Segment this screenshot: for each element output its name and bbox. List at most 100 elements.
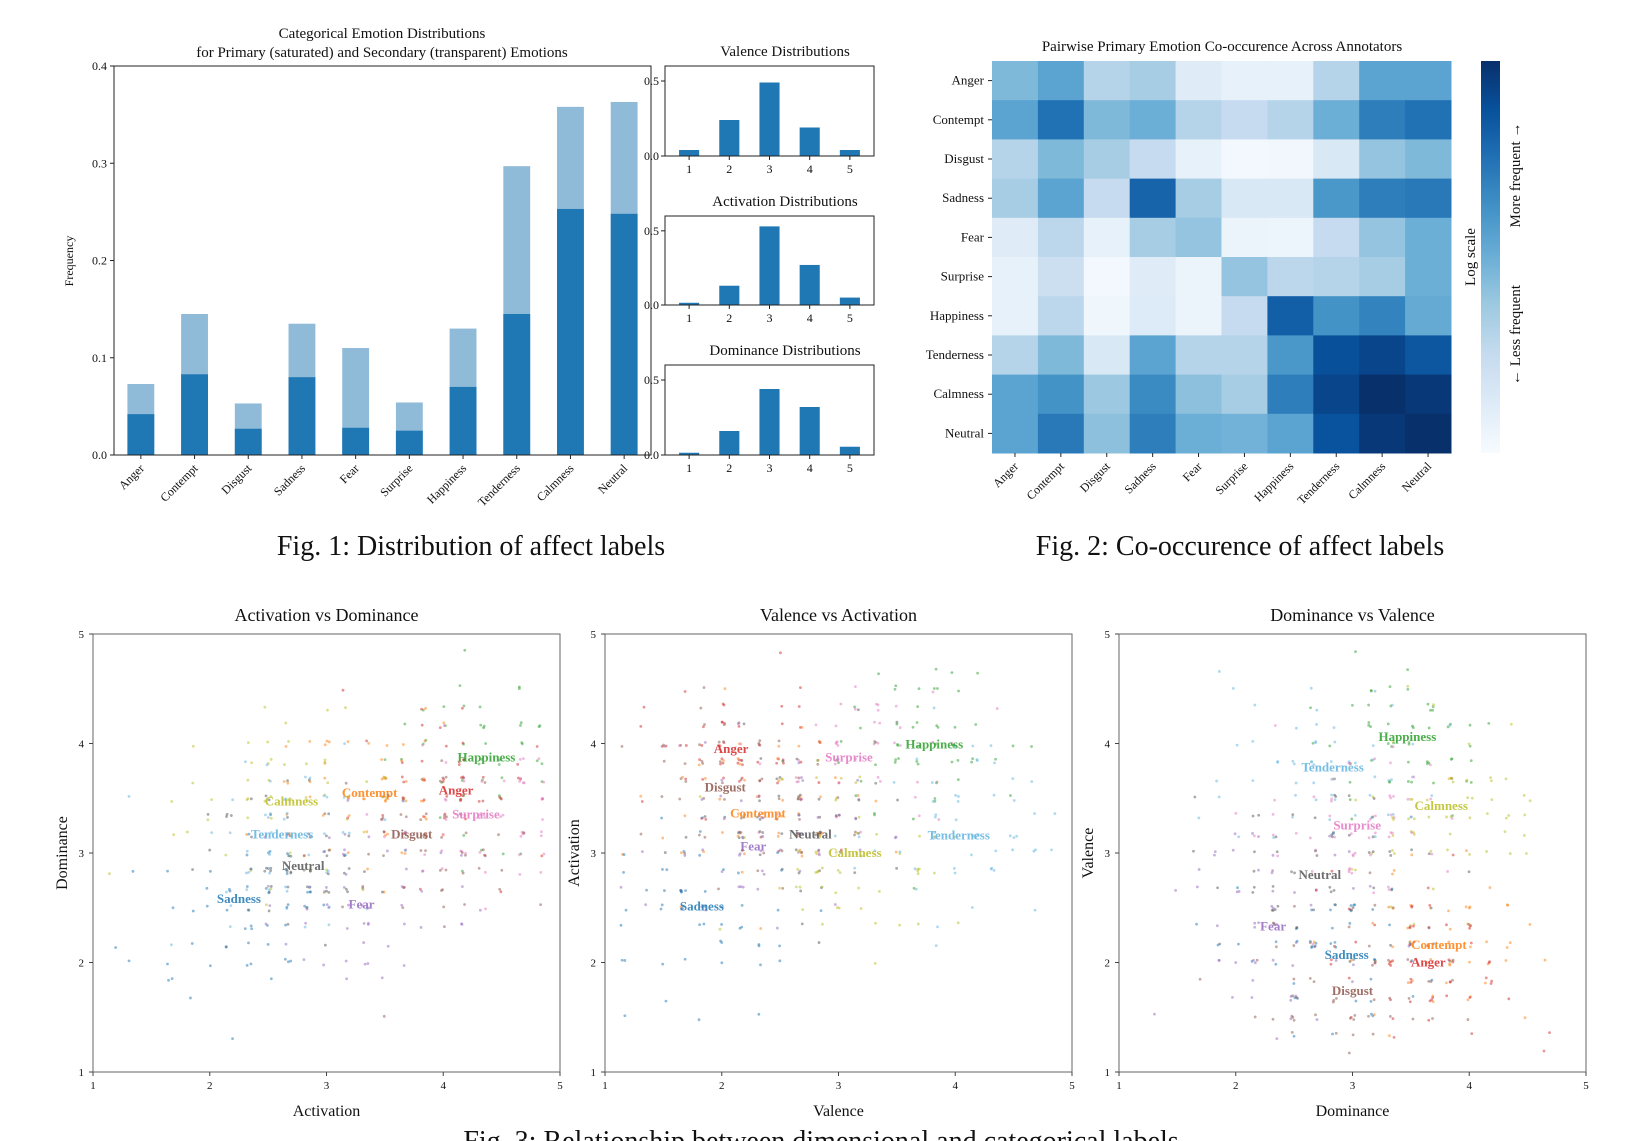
point-tenderness (989, 744, 993, 748)
point-calmness (1446, 848, 1449, 852)
point-tenderness (1328, 818, 1332, 822)
cluster-label-fear: Fear (740, 838, 766, 853)
heatmap-cell-tenderness-contempt (1037, 335, 1085, 376)
row-label: Neutral (945, 425, 984, 440)
point-fear (1217, 958, 1221, 962)
point-fear (1275, 1037, 1279, 1041)
point-surprise (950, 741, 954, 745)
heatmap-cell-contempt-surprise (1221, 100, 1268, 140)
point-disgust (443, 925, 446, 929)
point-surprise (522, 781, 526, 785)
point-sadness (619, 923, 623, 927)
point-fear (704, 908, 708, 912)
point-calmness (918, 834, 921, 838)
point-neutral (759, 757, 763, 760)
point-sadness (736, 831, 740, 835)
point-contempt (777, 779, 781, 783)
point-anger (1445, 923, 1448, 927)
cluster-label-happiness: Happiness (1378, 729, 1436, 744)
chart-title: Categorical Emotion Distributions (279, 26, 486, 42)
point-anger (1391, 959, 1395, 963)
point-fear (801, 779, 805, 782)
point-tenderness (323, 832, 326, 836)
cluster-label-calmness: Calmness (265, 794, 318, 809)
point-calmness (1407, 817, 1410, 821)
point-anger (1391, 1017, 1395, 1021)
point-neutral (1467, 870, 1471, 874)
point-tenderness (1251, 739, 1255, 743)
heatmap-cell-disgust-surprise (1221, 139, 1268, 180)
point-anger (444, 744, 448, 748)
point-happiness (1009, 794, 1012, 797)
point-disgust (799, 797, 803, 801)
point-anger (1408, 926, 1412, 930)
heatmap-cell-calmness-sadness (1129, 374, 1177, 415)
y-tick-label: 0.5 (644, 74, 659, 88)
point-calmness (1447, 777, 1451, 781)
point-contempt (365, 830, 369, 834)
point-sadness (683, 957, 687, 961)
point-calmness (304, 762, 308, 766)
point-disgust (1353, 1014, 1357, 1017)
point-calmness (287, 739, 290, 743)
point-calmness (916, 872, 920, 876)
point-calmness (875, 832, 878, 836)
row-label: Contempt (933, 112, 985, 127)
point-contempt (738, 762, 742, 766)
point-tenderness (1217, 795, 1221, 799)
point-sadness (250, 927, 254, 931)
point-tenderness (934, 813, 938, 817)
point-disgust (660, 795, 664, 798)
y-tick-label: 0.0 (644, 149, 659, 163)
point-sadness (819, 909, 823, 913)
point-anger (402, 780, 406, 784)
point-sadness (189, 996, 192, 1000)
point-calmness (1489, 779, 1493, 783)
point-fear (404, 867, 408, 871)
cluster-label-happiness: Happiness (905, 737, 963, 752)
x-tick-label: Sadness (271, 461, 308, 498)
point-surprise (1387, 888, 1391, 892)
point-neutral (1313, 849, 1317, 853)
point-disgust (740, 759, 744, 762)
row-label: Fear (961, 229, 985, 244)
point-anger (1410, 905, 1414, 909)
point-neutral (780, 832, 784, 836)
point-happiness (1432, 781, 1435, 785)
hist-bar-1 (679, 150, 700, 156)
point-calmness (1431, 887, 1435, 891)
point-calmness (1490, 798, 1494, 802)
point-tenderness (1448, 723, 1452, 727)
point-fear (720, 870, 724, 874)
point-contempt (442, 721, 446, 725)
point-happiness (520, 741, 524, 745)
histogram-title: Dominance Distributions (709, 343, 860, 359)
point-surprise (916, 780, 919, 784)
point-contempt (703, 777, 707, 780)
point-contempt (1464, 905, 1468, 909)
point-tenderness (1011, 848, 1014, 852)
point-contempt (424, 706, 427, 710)
heatmap-cell-anger-fear (1175, 61, 1222, 101)
point-anger (1428, 903, 1432, 907)
point-fear (640, 850, 644, 854)
point-sadness (1390, 887, 1394, 891)
point-neutral (286, 815, 289, 819)
point-happiness (535, 759, 539, 763)
heatmap-cell-surprise-contempt (1037, 257, 1085, 297)
point-contempt (245, 833, 249, 836)
point-anger (464, 817, 467, 821)
point-sadness (231, 1037, 234, 1041)
x-tick-label: 5 (557, 1080, 563, 1092)
point-neutral (327, 848, 331, 852)
point-fear (363, 962, 367, 966)
point-sadness (284, 923, 287, 927)
point-calmness (283, 763, 286, 767)
hist-bar-2 (719, 120, 740, 156)
point-neutral (225, 812, 229, 816)
point-calmness (855, 831, 859, 835)
point-disgust (401, 832, 405, 835)
point-anger (741, 763, 744, 767)
point-fear (761, 835, 765, 838)
point-neutral (1334, 795, 1338, 798)
